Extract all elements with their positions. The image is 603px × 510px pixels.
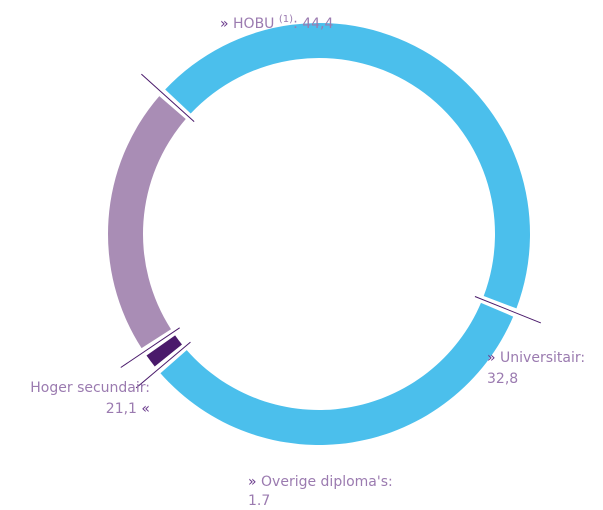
leader-line bbox=[135, 341, 191, 389]
value-label: 1.7 bbox=[248, 493, 270, 509]
marker: » bbox=[487, 350, 496, 366]
label-hoger: Hoger secundair: bbox=[30, 380, 150, 396]
colon: : bbox=[388, 474, 393, 490]
category: Overige diploma's bbox=[261, 474, 388, 490]
category: Universitair bbox=[500, 350, 581, 366]
label-overige: » Overige diploma's: bbox=[248, 474, 393, 490]
marker: « bbox=[141, 401, 150, 417]
note: (1) bbox=[279, 14, 293, 25]
value-label: 44,4 bbox=[302, 16, 333, 32]
label-universitair: » Universitair: bbox=[487, 350, 585, 366]
donut bbox=[108, 23, 530, 446]
value-label: 21,1 bbox=[106, 401, 137, 417]
value-line: 21,1 « bbox=[106, 401, 150, 417]
category: Hoger secundair bbox=[30, 380, 146, 396]
leader-line bbox=[474, 296, 542, 324]
segment bbox=[108, 96, 186, 349]
colon: : bbox=[145, 380, 150, 396]
segment bbox=[146, 335, 182, 367]
value-label: 32,8 bbox=[487, 371, 518, 387]
segment bbox=[165, 23, 530, 309]
colon: : bbox=[293, 16, 298, 32]
marker: » bbox=[248, 474, 257, 490]
leader-lines bbox=[120, 73, 542, 389]
leader-line bbox=[120, 327, 180, 368]
segment bbox=[160, 302, 514, 446]
colon: : bbox=[580, 350, 585, 366]
label-hobu: » HOBU (1): 44,4 bbox=[220, 14, 333, 32]
leader-line bbox=[141, 73, 195, 122]
category: HOBU bbox=[233, 16, 274, 32]
marker: » bbox=[220, 16, 229, 32]
